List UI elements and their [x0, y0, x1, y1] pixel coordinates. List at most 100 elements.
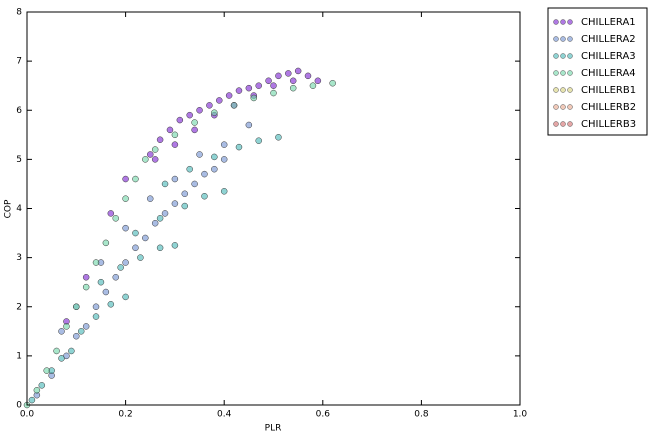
legend-marker [553, 87, 559, 93]
legend-marker [560, 104, 566, 110]
point [171, 131, 179, 139]
point [235, 87, 243, 94]
point [191, 119, 198, 126]
legend-label: CHILLERB3 [581, 119, 636, 130]
point [28, 396, 36, 404]
point [181, 202, 189, 210]
point [220, 141, 228, 148]
legend-marker [553, 36, 559, 42]
point [73, 332, 80, 340]
point [186, 165, 193, 173]
point [230, 102, 238, 109]
point [151, 219, 159, 227]
legend-label: CHILLERA2 [581, 34, 636, 45]
point [304, 72, 312, 80]
point [161, 210, 169, 217]
point [142, 234, 149, 242]
point [275, 134, 282, 141]
point [309, 82, 317, 89]
point [112, 274, 119, 281]
legend-marker [567, 70, 573, 76]
point [186, 111, 193, 119]
legend-label: CHILLERB2 [581, 102, 636, 113]
x-tick-label: 1.0 [513, 410, 528, 420]
point [206, 102, 213, 109]
legend-marker [567, 104, 573, 110]
point [196, 151, 203, 158]
point [191, 180, 198, 188]
point [122, 259, 129, 266]
point [216, 97, 223, 104]
legend-marker [560, 36, 566, 42]
point [132, 244, 139, 252]
point [191, 126, 198, 134]
point [329, 79, 336, 87]
point [235, 143, 243, 151]
y-tick-label: 2 [16, 302, 22, 312]
point [156, 215, 164, 222]
plot-frame [26, 11, 521, 406]
legend-marker [553, 19, 559, 25]
point [82, 323, 90, 330]
y-tick-label: 6 [16, 106, 22, 116]
point [270, 82, 277, 89]
point [211, 109, 218, 116]
y-tick-label: 1 [16, 351, 22, 361]
point [211, 153, 218, 161]
x-tick-label: 0.6 [316, 410, 331, 420]
y-tick-label: 3 [16, 253, 22, 263]
point [82, 283, 90, 291]
point [171, 141, 179, 148]
x-tick-label: 0.8 [414, 410, 429, 420]
point [147, 151, 154, 158]
point [33, 387, 41, 394]
point [166, 126, 174, 134]
point [117, 264, 124, 271]
point [107, 210, 115, 217]
x-tick-label: 0.2 [118, 410, 132, 420]
legend-marker [560, 19, 566, 25]
point [245, 84, 253, 92]
point [314, 77, 322, 85]
point [58, 328, 65, 335]
point [255, 82, 262, 89]
y-tick-label: 8 [16, 8, 22, 18]
point [289, 77, 297, 85]
point [92, 303, 100, 310]
legend-marker [560, 70, 566, 76]
point [147, 195, 154, 202]
point [265, 77, 272, 85]
point [68, 347, 75, 355]
point [38, 382, 46, 389]
point [77, 328, 85, 335]
legend-marker [553, 104, 559, 110]
point [201, 170, 208, 178]
point [112, 215, 119, 222]
legend-marker [567, 87, 573, 93]
legend-marker [567, 121, 573, 127]
point [225, 92, 233, 99]
x-tick-label: 0.0 [20, 410, 35, 420]
point [107, 301, 115, 308]
point [151, 146, 159, 153]
point [171, 200, 179, 207]
point [211, 165, 218, 173]
point [122, 175, 129, 183]
point [73, 303, 80, 310]
legend-label: CHILLERA1 [581, 17, 636, 28]
legend-marker [553, 121, 559, 127]
legend-marker [567, 53, 573, 59]
point [102, 288, 110, 296]
y-axis-label: COP [4, 199, 14, 218]
point [196, 107, 203, 114]
legend-marker [560, 87, 566, 93]
point [58, 355, 65, 362]
point [220, 156, 228, 163]
point [285, 70, 292, 77]
point [156, 136, 164, 143]
y-tick-label: 4 [16, 204, 22, 214]
point [43, 367, 50, 374]
point [132, 175, 139, 183]
y-tick-label: 5 [16, 155, 22, 165]
point [137, 254, 144, 261]
